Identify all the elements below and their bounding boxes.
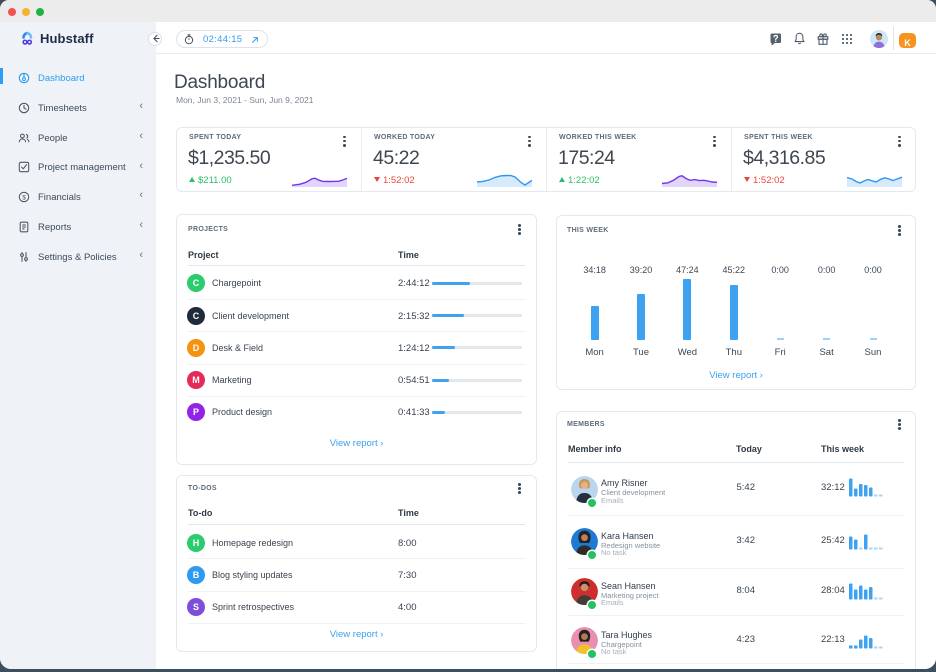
- svg-text:$: $: [22, 194, 26, 201]
